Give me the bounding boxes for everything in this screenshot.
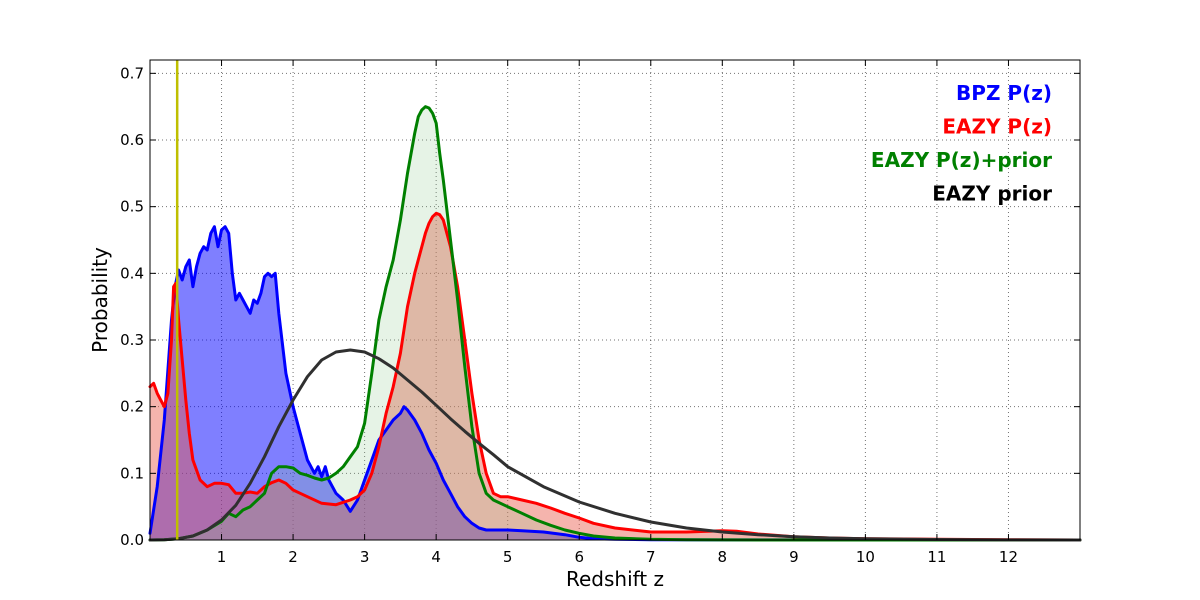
series-line-layer [148,105,1082,542]
y-tick-label: 0.7 [120,64,144,82]
y-tick-label: 0.1 [120,464,144,482]
x-axis-title: Redshift z [566,567,664,591]
x-tick-label: 11 [927,548,946,566]
x-tick-label: 4 [431,548,441,566]
legend-label-0: BPZ P(z) [956,81,1052,105]
series-line-0 [148,225,1082,542]
series-line-1 [148,211,1082,542]
series-area-1 [150,213,1080,541]
series-line-2 [148,105,1082,542]
series-line-3 [148,348,1082,542]
legend: BPZ P(z) EAZY P(z) EAZY P(z)+prior EAZY pri… [871,81,1052,206]
y-tick-label: 0.0 [120,531,144,549]
plot-frame [149,59,1081,541]
series-area-0 [150,226,1080,540]
x-tick-label: 5 [503,548,513,566]
x-tick-label: 1 [217,548,227,566]
y-tick-label: 0.3 [120,331,144,349]
x-tick-label: 2 [288,548,298,566]
y-axis-title: Probability [88,247,112,353]
legend-label-2: EAZY P(z)+prior [871,148,1052,172]
grid-layer [150,60,1080,540]
x-tick-label: 3 [360,548,370,566]
x-tick-label: 10 [856,548,875,566]
x-tick-label: 9 [789,548,799,566]
legend-label-1: EAZY P(z) [942,115,1052,139]
x-tick-label: 6 [574,548,584,566]
x-tick-label: 7 [646,548,656,566]
y-tick-label: 0.2 [120,398,144,416]
legend-label-3: EAZY prior [932,182,1052,206]
y-tick-label: 0.6 [120,131,144,149]
x-tick-label: 12 [999,548,1018,566]
tick-layer: 1 2 3 4 5 6 7 8 9 10 11 120.00.10.20.30.40.50.60.7 [120,60,1080,566]
y-tick-label: 0.4 [120,264,144,282]
y-tick-label: 0.5 [120,198,144,216]
x-tick-label: 8 [718,548,728,566]
